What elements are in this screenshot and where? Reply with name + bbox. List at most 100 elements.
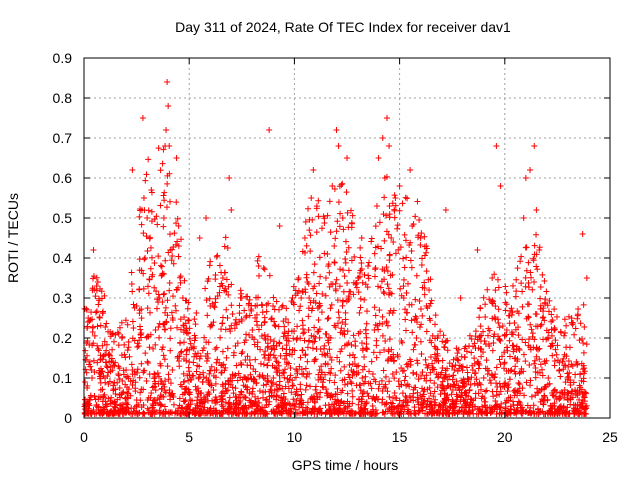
data-point <box>263 381 270 388</box>
data-point <box>144 333 151 340</box>
data-point <box>299 325 306 332</box>
data-point <box>138 386 145 393</box>
data-point <box>157 167 164 174</box>
data-point <box>194 394 201 401</box>
data-point <box>213 344 220 351</box>
data-point <box>461 398 468 405</box>
data-point <box>297 396 304 402</box>
data-point <box>157 362 164 369</box>
data-point <box>212 271 219 278</box>
data-point <box>401 231 408 238</box>
data-point <box>403 254 410 261</box>
data-point <box>334 385 341 392</box>
grid-lines <box>84 58 610 418</box>
data-point <box>334 320 341 327</box>
data-point <box>161 403 168 410</box>
data-point <box>533 207 540 213</box>
data-point <box>496 356 503 363</box>
data-point <box>358 259 365 266</box>
data-point <box>352 343 359 349</box>
data-point <box>428 339 435 346</box>
data-point <box>357 304 364 311</box>
data-point <box>341 376 348 383</box>
data-point <box>411 404 418 411</box>
data-point <box>527 269 534 276</box>
data-point <box>561 332 568 339</box>
data-point <box>287 365 294 372</box>
data-point <box>129 167 136 173</box>
data-point <box>471 355 478 362</box>
data-point <box>262 397 269 404</box>
data-point <box>421 233 428 240</box>
data-point <box>580 339 587 346</box>
data-point <box>551 410 558 417</box>
data-point <box>329 183 336 189</box>
data-point <box>164 363 171 370</box>
data-point <box>84 352 91 359</box>
data-point <box>379 266 386 273</box>
data-point <box>497 361 504 368</box>
data-point <box>390 394 397 401</box>
data-point <box>459 367 466 374</box>
data-point <box>369 370 376 377</box>
data-point <box>464 410 471 417</box>
data-point <box>391 410 398 417</box>
data-point <box>417 242 424 249</box>
data-point <box>89 329 96 336</box>
data-point <box>254 339 261 346</box>
data-point <box>439 338 446 345</box>
data-point <box>498 410 505 417</box>
data-point <box>326 369 333 376</box>
data-point <box>466 386 473 393</box>
data-point <box>334 297 341 304</box>
data-point <box>175 407 182 414</box>
data-point <box>519 336 526 343</box>
data-point <box>175 253 182 260</box>
data-point <box>88 409 95 416</box>
data-point <box>160 215 167 221</box>
data-point <box>349 393 356 400</box>
data-point <box>321 351 328 358</box>
data-point <box>348 380 355 387</box>
data-point <box>499 383 506 390</box>
data-point <box>343 189 350 196</box>
data-point <box>384 281 391 288</box>
data-point <box>194 362 201 369</box>
data-point <box>183 347 190 354</box>
data-point <box>389 400 396 407</box>
data-point <box>167 198 174 205</box>
data-point <box>107 328 114 335</box>
data-point <box>265 343 272 350</box>
data-point <box>102 324 109 331</box>
data-point <box>281 330 288 337</box>
data-point <box>382 373 389 380</box>
data-point <box>489 347 496 354</box>
x-axis: 0 5 10 15 20 25 <box>80 58 618 445</box>
data-point <box>502 380 509 387</box>
data-point <box>145 407 152 414</box>
data-point <box>510 346 517 353</box>
data-point <box>244 293 251 300</box>
data-point <box>222 364 229 371</box>
data-point <box>220 405 227 412</box>
data-point <box>562 409 569 416</box>
data-point <box>350 332 357 339</box>
data-point <box>424 364 431 371</box>
data-point <box>422 356 429 363</box>
data-point <box>528 274 535 281</box>
data-point <box>255 395 262 402</box>
data-point <box>231 372 238 379</box>
data-point <box>213 409 220 416</box>
data-point <box>328 365 335 372</box>
data-point <box>481 398 488 405</box>
data-point <box>564 370 571 377</box>
data-point <box>473 376 480 383</box>
data-point <box>137 207 144 214</box>
data-point <box>336 183 343 190</box>
data-point <box>472 333 479 340</box>
data-point <box>164 79 171 85</box>
data-point <box>345 244 352 251</box>
data-point <box>106 351 113 357</box>
data-point <box>524 410 531 417</box>
data-point <box>314 410 321 417</box>
